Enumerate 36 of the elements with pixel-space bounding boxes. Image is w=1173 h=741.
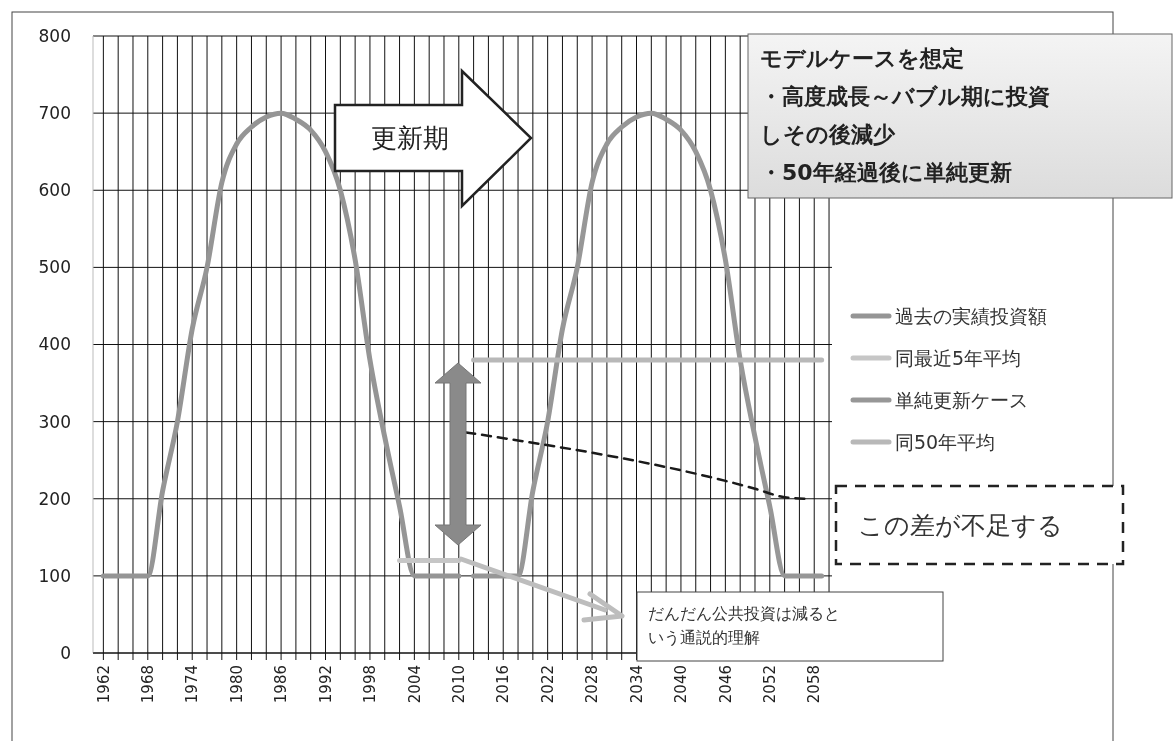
x-tick-label: 2022 <box>538 665 557 704</box>
y-tick-label: 700 <box>38 103 71 124</box>
y-tick-label: 300 <box>38 411 71 432</box>
annotation: ・50年経過後に単純更新 <box>760 159 1012 185</box>
x-tick-label: 1980 <box>227 665 246 704</box>
y-tick-label: 800 <box>38 25 71 46</box>
legend-label: 同最近5年平均 <box>895 346 1022 369</box>
x-tick-label: 1962 <box>94 665 113 704</box>
x-tick-label: 2010 <box>450 665 469 704</box>
x-tick-label: 2028 <box>583 665 602 704</box>
x-tick-label: 1986 <box>272 665 291 704</box>
y-tick-label: 200 <box>38 488 71 509</box>
legend-label: 単純更新ケース <box>895 388 1028 411</box>
x-tick-label: 2034 <box>627 665 646 704</box>
x-tick-label: 1998 <box>361 665 380 704</box>
x-tick-label: 1974 <box>183 665 202 704</box>
x-tick-label: 2016 <box>494 665 513 704</box>
y-tick-label: 500 <box>38 257 71 278</box>
annotation: 更新期 <box>371 123 449 154</box>
annotation: だんだん公共投資は減るという通説的理解 <box>648 603 840 647</box>
legend-label: 同50年平均 <box>895 430 996 453</box>
annotation: ・高度成長～バブル期に投資しその後減少 <box>760 83 1050 147</box>
x-tick-label: 1968 <box>139 665 158 704</box>
x-tick-label: 2004 <box>405 665 424 704</box>
y-tick-label: 0 <box>60 642 71 663</box>
annotation: モデルケースを想定 <box>760 45 964 71</box>
x-tick-label: 2052 <box>761 665 780 704</box>
x-tick-label: 2058 <box>805 665 824 704</box>
x-tick-label: 1992 <box>316 665 335 704</box>
x-tick-label: 2040 <box>672 665 691 704</box>
legend-label: 過去の実績投資額 <box>895 304 1047 327</box>
x-tick-label: 2046 <box>716 665 735 704</box>
text: この差が不足する <box>858 510 1063 540</box>
y-tick-label: 400 <box>38 334 71 355</box>
y-tick-label: 100 <box>38 565 71 586</box>
y-tick-label: 600 <box>38 180 71 201</box>
